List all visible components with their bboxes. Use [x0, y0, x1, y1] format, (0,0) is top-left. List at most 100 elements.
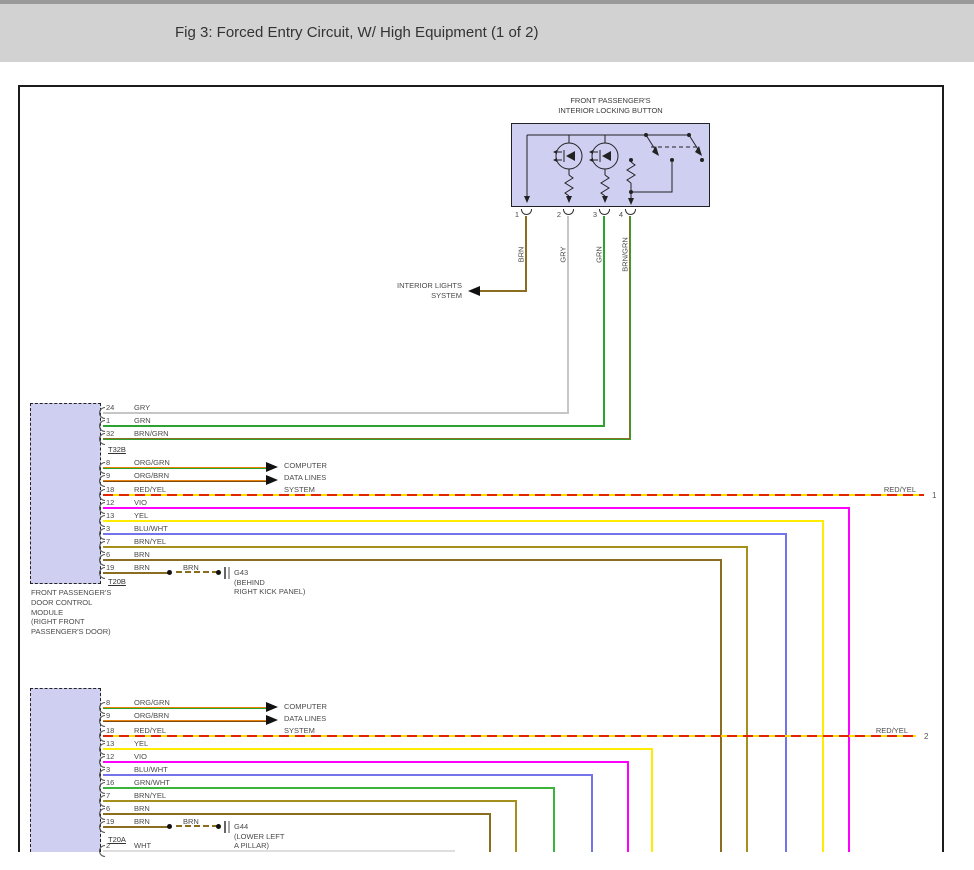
ground-icon	[228, 567, 230, 579]
pin-terminal	[99, 782, 105, 794]
pin-number: 9	[106, 711, 111, 720]
ground-location: RIGHT KICK PANEL)	[234, 587, 306, 596]
interior-lights-arrow-icon	[468, 286, 480, 296]
pin-terminal	[99, 407, 105, 419]
wire-BRN	[103, 572, 170, 574]
switch-arrowhead	[652, 146, 659, 156]
wire-name-label: WHT	[134, 841, 152, 850]
ground-icon	[224, 567, 226, 579]
pin-terminal	[99, 554, 105, 566]
interior-lights-label: INTERIOR LIGHTS	[396, 281, 462, 290]
wire-BRN	[103, 813, 491, 815]
wire-GRN	[603, 216, 605, 427]
connector-id-label: T32B	[108, 445, 126, 454]
module-name-label: FRONT PASSENGER'S	[31, 588, 112, 597]
wire-BRN/YEL	[103, 800, 517, 802]
wire-name-label: YEL	[134, 739, 149, 748]
wire-ORG/GRN	[103, 467, 267, 469]
wire-name-label: BRN	[134, 563, 150, 572]
wire-name-label: BRN	[134, 804, 150, 813]
wire-GRN	[103, 425, 605, 427]
pin-number: 6	[106, 550, 111, 559]
wire-BRN	[489, 813, 491, 852]
wire-name-label: BLU/WHT	[134, 524, 168, 533]
locking-button-title: INTERIOR LOCKING BUTTON	[558, 106, 663, 115]
pin-number: 12	[106, 498, 115, 507]
wire-name-label: RED/YEL	[883, 485, 916, 494]
pin-terminal	[99, 730, 105, 742]
locking-button-circuit	[524, 133, 704, 205]
locking-button-title: FRONT PASSENGER'S	[570, 96, 651, 105]
offpage-ref-number: 1	[932, 491, 937, 500]
pin-terminal	[99, 769, 105, 781]
wire-VIO	[103, 507, 850, 509]
wire-YEL	[651, 748, 653, 852]
pin-terminal	[99, 702, 105, 714]
splice-dot	[167, 570, 172, 575]
pin-number: 3	[106, 524, 111, 533]
pin-number: 1	[106, 416, 111, 425]
led-icon	[555, 142, 583, 170]
pin-terminal	[99, 541, 105, 553]
computer-data-lines-label: DATA LINES	[284, 473, 327, 482]
pin-number: 18	[106, 726, 115, 735]
wire-name-label: ORG/BRN	[134, 711, 170, 720]
computer-data-lines-label: COMPUTER	[284, 702, 327, 711]
wire-BLU/WHT	[591, 774, 593, 852]
wire-name-label: BRN/YEL	[134, 537, 167, 546]
ground-label: G44	[234, 822, 249, 831]
wire-RED/YEL	[103, 735, 916, 737]
wire-BRN	[720, 559, 722, 852]
led-icon	[591, 142, 619, 170]
wire-BRN/GRN	[103, 438, 631, 440]
pin-terminal	[99, 567, 105, 579]
button-pin-number: 2	[556, 210, 561, 219]
pin-terminal	[99, 515, 105, 527]
wire-BRN	[103, 559, 722, 561]
computer-data-lines-label: DATA LINES	[284, 714, 327, 723]
diode-triangle	[602, 151, 611, 161]
pin-number: 2	[106, 841, 111, 850]
computer-data-lines-label: COMPUTER	[284, 461, 327, 470]
wire-name-label: VIO	[134, 752, 147, 761]
pin-number: 3	[106, 765, 111, 774]
wire-GRN/WHT	[103, 787, 555, 789]
pin-arrow	[628, 198, 634, 205]
pin-terminal	[99, 808, 105, 820]
wire-name-label: GRN	[134, 416, 151, 425]
splice-wire-dashed	[176, 825, 218, 827]
diode-triangle	[566, 151, 575, 161]
diagram-border	[18, 85, 944, 852]
offpage-ref-number: 2	[924, 732, 929, 741]
wire-BRN/GRN	[629, 216, 631, 440]
wire-BRN	[525, 216, 527, 292]
pin-arrow	[566, 196, 572, 203]
pin-terminal	[99, 845, 105, 857]
splice-dot	[216, 824, 221, 829]
wire-name-label: ORG/BRN	[134, 471, 170, 480]
wire-name-label: RED/YEL	[875, 726, 908, 735]
wire-name-label: RED/YEL	[134, 485, 167, 494]
module1-connector-box	[30, 403, 101, 584]
splice-dot	[167, 824, 172, 829]
pin-terminal	[99, 462, 105, 474]
pin-number: 24	[106, 403, 115, 412]
wire-GRY	[103, 412, 569, 414]
system-arrow-icon	[266, 715, 278, 725]
pin-number: 12	[106, 752, 115, 761]
wire-ORG/BRN	[103, 720, 267, 722]
wire-name-label: BRN	[183, 817, 199, 826]
computer-data-lines-label: SYSTEM	[284, 726, 315, 735]
pin-terminal	[99, 475, 105, 487]
wire-name-label: BRN/GRN	[134, 429, 169, 438]
header-bar: Fig 3: Forced Entry Circuit, W/ High Equ…	[0, 0, 974, 62]
wire-BRN/YEL	[515, 800, 517, 852]
pin-number: 6	[106, 804, 111, 813]
computer-data-lines-label: SYSTEM	[284, 485, 315, 494]
pin-terminal	[99, 489, 105, 501]
pin-terminal	[99, 433, 105, 445]
wire-name-label: GRN/WHT	[134, 778, 170, 787]
locking-button-box	[511, 123, 710, 207]
splice-dot	[216, 570, 221, 575]
